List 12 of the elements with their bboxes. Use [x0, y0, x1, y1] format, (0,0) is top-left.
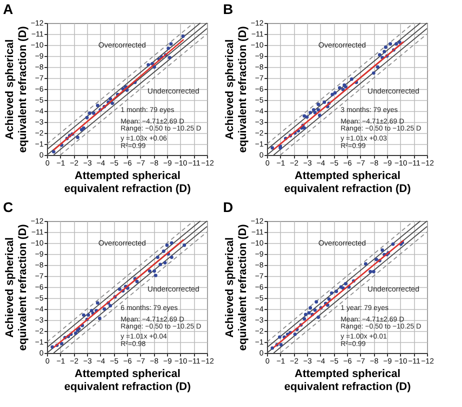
- x-axis-title: Attempted spherical equivalent refraction (D): [284, 368, 412, 393]
- y-axis-title: Achieved spherical equivalent refraction (D): [4, 224, 29, 351]
- y-axis-title: Achieved spherical equivalent refraction (D): [224, 224, 249, 351]
- x-axis-title: Attempted spherical equivalent refraction (D): [64, 170, 192, 195]
- x-axis-title: Attempted spherical equivalent refraction (D): [284, 170, 412, 195]
- y-axis-title: Achieved spherical equivalent refraction (D): [4, 26, 29, 153]
- x-axis-title: Attempted spherical equivalent refraction (D): [64, 368, 192, 393]
- y-axis-title: Achieved spherical equivalent refraction (D): [224, 26, 249, 153]
- chart-title: C: [3, 199, 14, 215]
- chart-title: B: [223, 1, 234, 17]
- chart-title: D: [223, 199, 234, 215]
- chart-title: A: [3, 1, 14, 17]
